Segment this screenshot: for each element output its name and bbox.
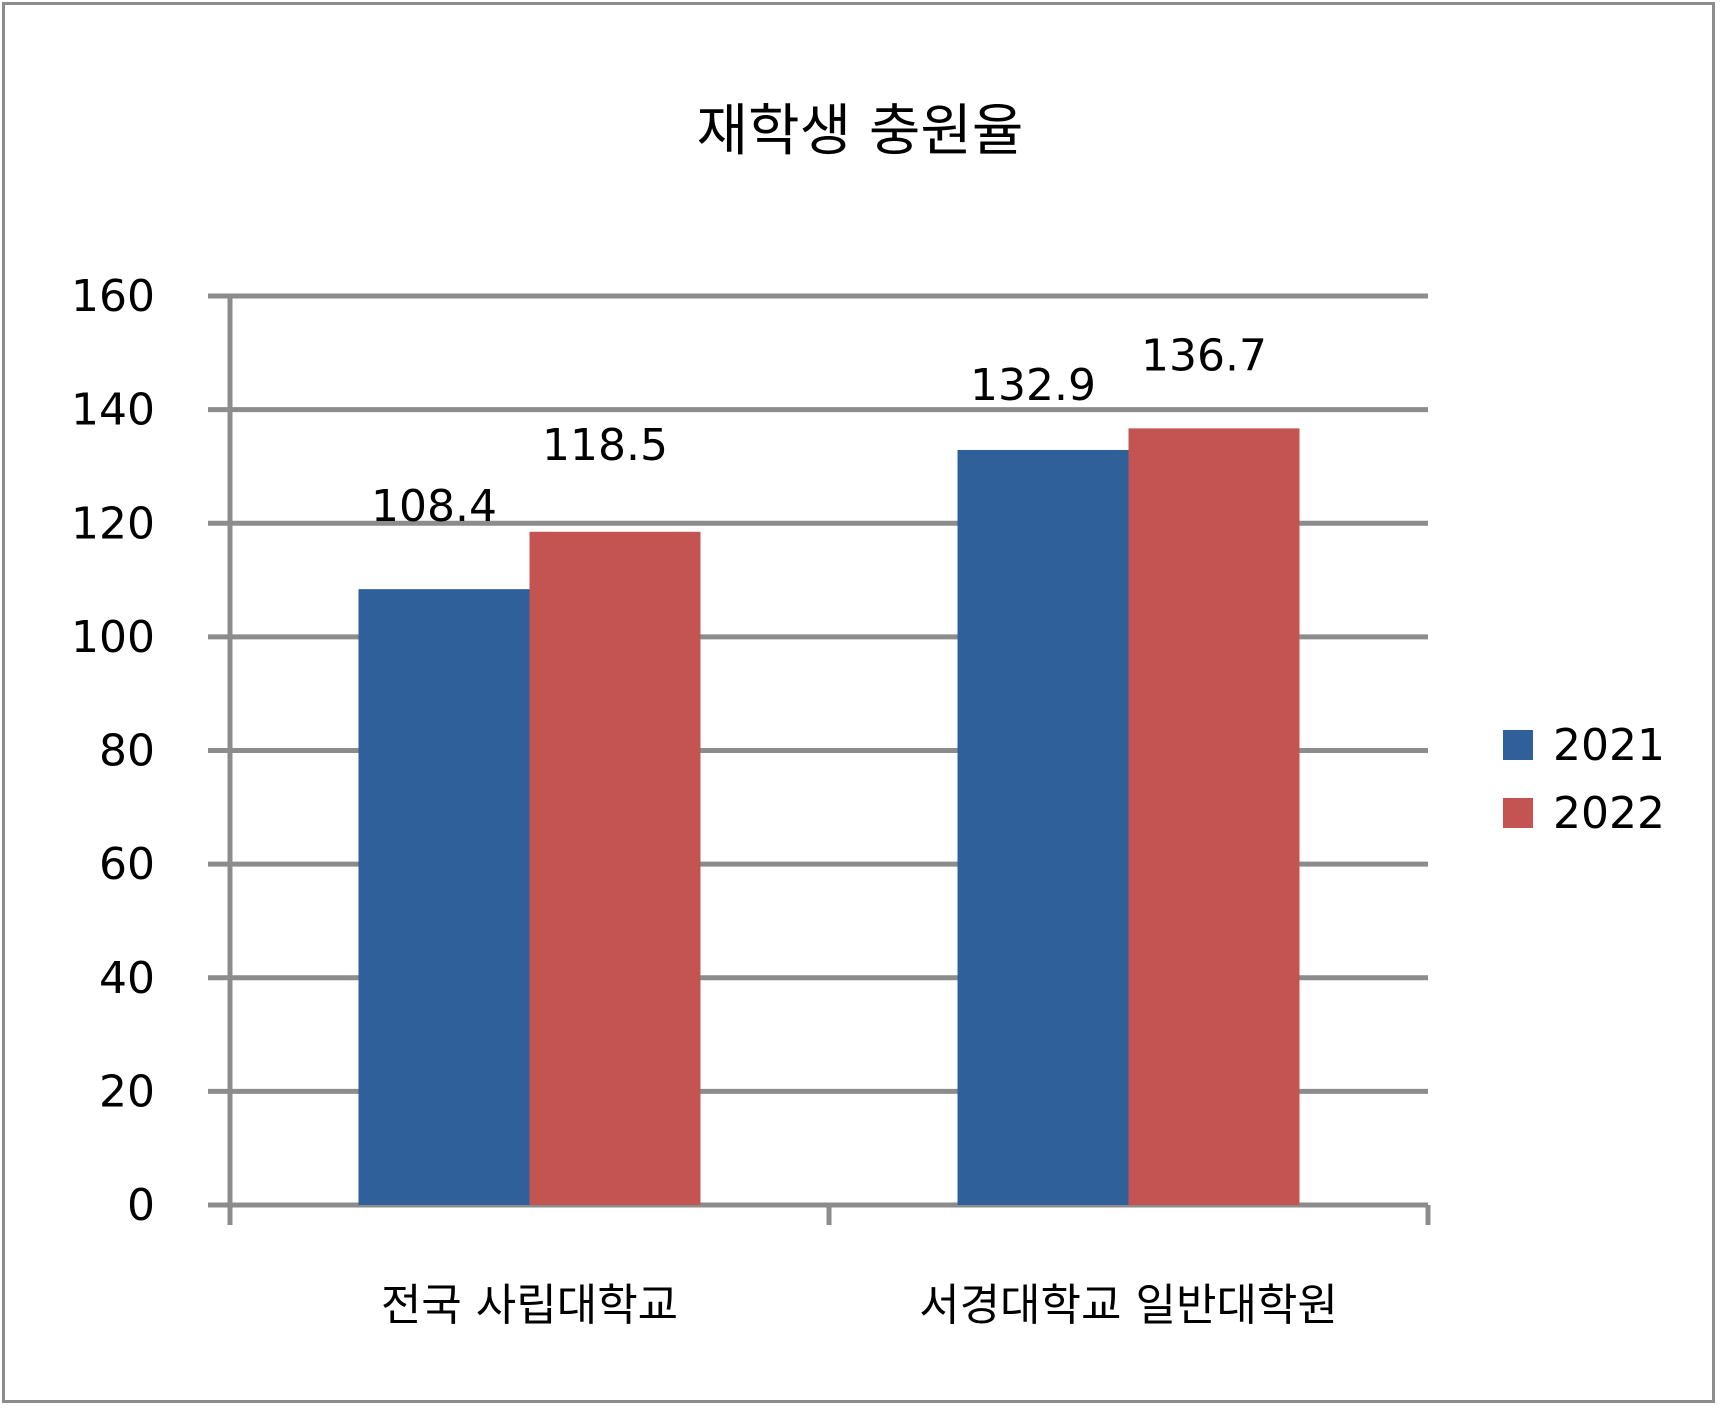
bars <box>358 428 1300 1205</box>
data-label: 136.7 <box>1141 330 1267 381</box>
y-tick-label: 0 <box>127 1180 155 1231</box>
data-label: 118.5 <box>542 420 668 471</box>
y-tick-label: 140 <box>71 385 155 436</box>
legend-swatch-2022 <box>1503 798 1533 828</box>
x-category-label: 서경대학교 일반대학원 <box>919 1280 1338 1331</box>
y-tick-label: 120 <box>71 498 155 549</box>
data-label: 108.4 <box>371 481 497 532</box>
chart-title: 재학생 충원율 <box>697 99 1024 164</box>
x-category-label: 전국 사립대학교 <box>381 1280 678 1331</box>
y-tick-label: 100 <box>71 612 155 663</box>
bar-2021-2 <box>957 449 1129 1205</box>
legend: 2021 2022 <box>1503 720 1665 839</box>
axes: 0 20 40 60 80 100 120 140 160 전국 사립대학교 서경대학교 일반대학원 <box>71 271 1431 1331</box>
y-tick-label: 80 <box>99 726 155 777</box>
y-tick-label: 20 <box>99 1066 155 1117</box>
bar-2021-1 <box>358 589 530 1205</box>
bar-2022-2 <box>1128 428 1300 1205</box>
y-tick-label: 40 <box>99 953 155 1004</box>
legend-label: 2022 <box>1553 788 1665 839</box>
bar-2022-1 <box>529 531 701 1205</box>
legend-label: 2021 <box>1553 720 1665 771</box>
y-tick-label: 60 <box>99 839 155 890</box>
data-labels: 108.4 118.5 132.9 136.7 <box>371 330 1267 532</box>
legend-swatch-2021 <box>1503 730 1533 760</box>
data-label: 132.9 <box>970 360 1096 411</box>
y-tick-label: 160 <box>71 271 155 322</box>
